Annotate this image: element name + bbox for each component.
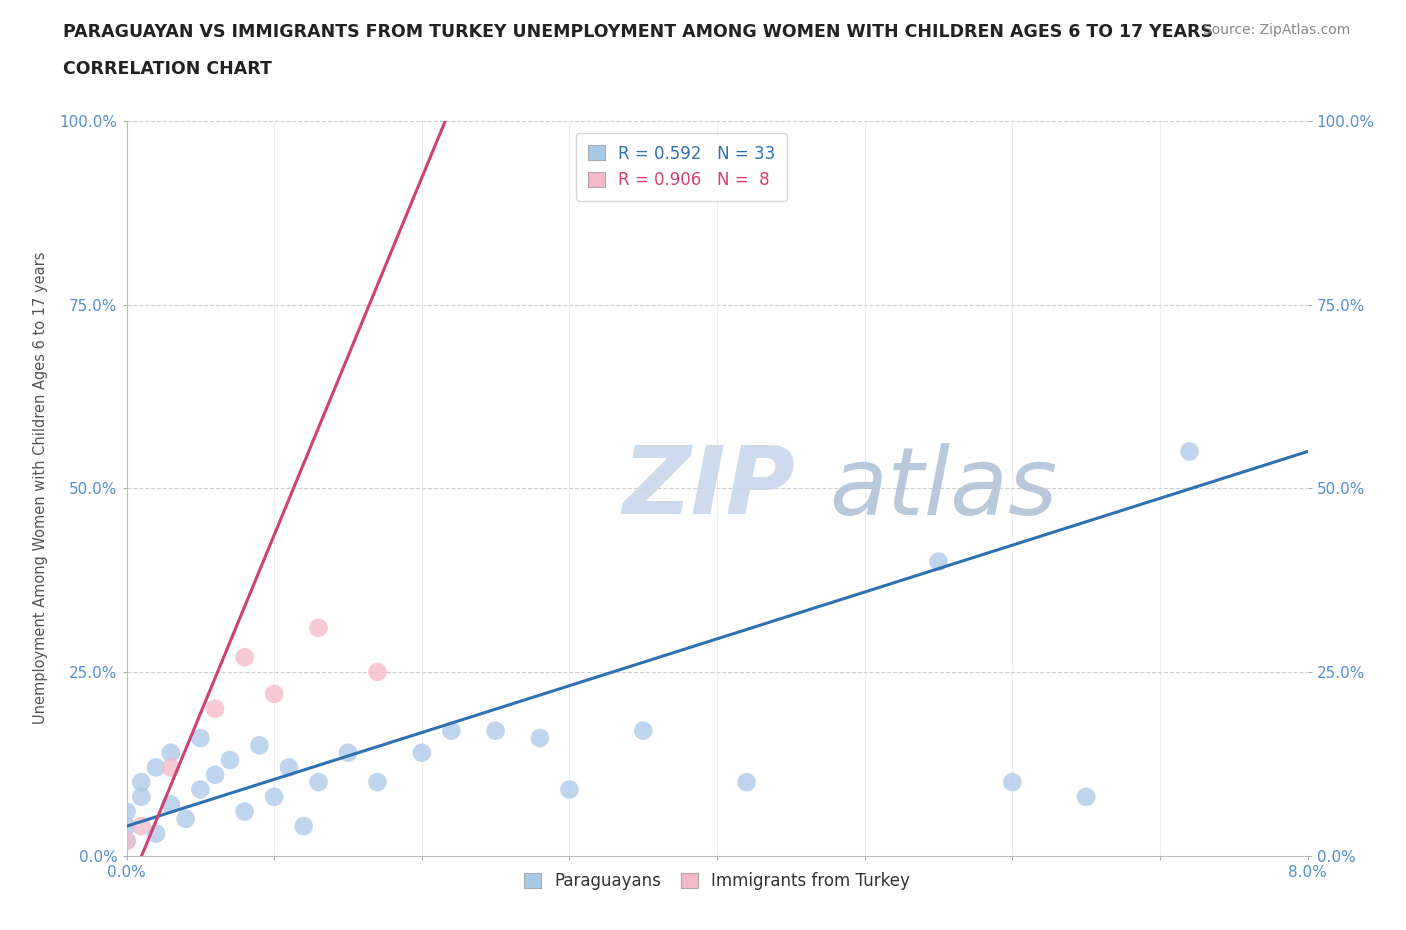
- Point: [307, 620, 329, 635]
- Point: [928, 554, 950, 569]
- Legend: Paraguayans, Immigrants from Turkey: Paraguayans, Immigrants from Turkey: [516, 864, 918, 898]
- Point: [115, 833, 138, 848]
- Point: [204, 701, 226, 716]
- Point: [263, 686, 285, 701]
- Text: atlas: atlas: [830, 443, 1057, 534]
- Point: [188, 731, 212, 746]
- Point: [233, 804, 256, 819]
- Point: [188, 782, 212, 797]
- Point: [249, 738, 271, 753]
- Point: [115, 833, 138, 848]
- Point: [174, 811, 197, 827]
- Point: [160, 797, 183, 812]
- Point: [1001, 775, 1024, 790]
- Point: [129, 775, 153, 790]
- Point: [440, 724, 463, 738]
- Text: CORRELATION CHART: CORRELATION CHART: [63, 60, 273, 78]
- Point: [129, 818, 153, 833]
- Point: [484, 724, 508, 738]
- Point: [1178, 445, 1201, 459]
- Point: [292, 818, 315, 833]
- Point: [115, 804, 138, 819]
- Y-axis label: Unemployment Among Women with Children Ages 6 to 17 years: Unemployment Among Women with Children A…: [34, 252, 48, 724]
- Point: [115, 818, 138, 833]
- Text: ZIP: ZIP: [623, 443, 796, 534]
- Point: [160, 760, 183, 775]
- Point: [558, 782, 581, 797]
- Point: [307, 775, 329, 790]
- Point: [219, 752, 242, 767]
- Text: Source: ZipAtlas.com: Source: ZipAtlas.com: [1202, 23, 1350, 37]
- Point: [411, 745, 433, 760]
- Point: [529, 731, 551, 746]
- Point: [367, 775, 389, 790]
- Point: [337, 745, 360, 760]
- Point: [145, 826, 167, 841]
- Point: [129, 790, 153, 804]
- Point: [204, 767, 226, 782]
- Text: PARAGUAYAN VS IMMIGRANTS FROM TURKEY UNEMPLOYMENT AMONG WOMEN WITH CHILDREN AGES: PARAGUAYAN VS IMMIGRANTS FROM TURKEY UNE…: [63, 23, 1213, 41]
- Point: [263, 790, 285, 804]
- Point: [1076, 790, 1098, 804]
- Point: [735, 775, 758, 790]
- Point: [233, 650, 256, 665]
- Point: [145, 760, 167, 775]
- Point: [278, 760, 301, 775]
- Point: [160, 745, 183, 760]
- Point: [367, 664, 389, 679]
- Point: [633, 724, 655, 738]
